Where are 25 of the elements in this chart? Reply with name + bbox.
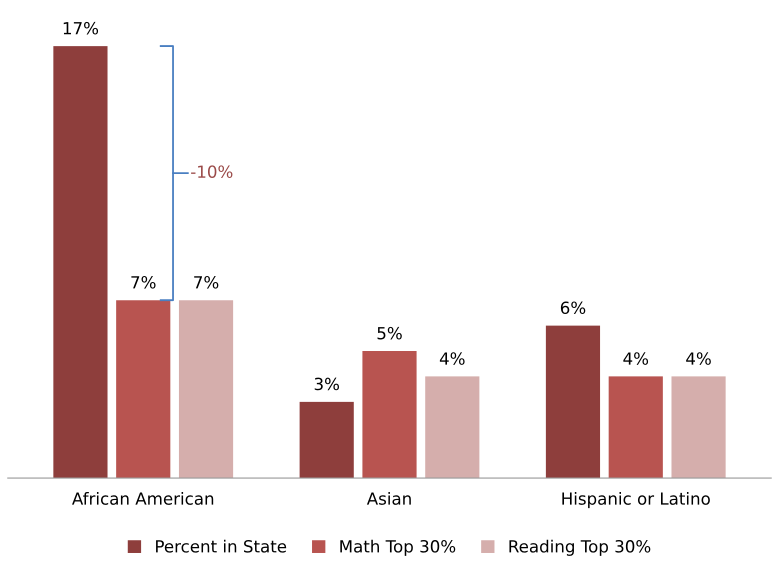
data-label: 17% bbox=[64, 22, 98, 35]
bar bbox=[300, 402, 354, 478]
data-label: 7% bbox=[131, 276, 156, 289]
legend-label: Reading Top 30% bbox=[509, 540, 650, 556]
data-label: 5% bbox=[378, 326, 402, 340]
annotation: -10% bbox=[191, 165, 232, 178]
legend-label: Math Top 30% bbox=[340, 540, 456, 556]
bar bbox=[546, 326, 600, 478]
data-label: 6% bbox=[560, 301, 586, 314]
bar bbox=[608, 376, 663, 478]
data-label: 4% bbox=[440, 352, 465, 365]
bar bbox=[425, 376, 480, 478]
bar bbox=[53, 46, 108, 478]
x-tick-label: African American bbox=[72, 492, 214, 505]
bar bbox=[178, 300, 234, 478]
data-label: 3% bbox=[314, 378, 340, 390]
x-tick-label: Asian bbox=[366, 492, 411, 505]
data-label: 7% bbox=[194, 276, 218, 289]
legend-label: Percent in State bbox=[156, 540, 286, 553]
data-label: 4% bbox=[623, 352, 648, 365]
bar bbox=[671, 376, 726, 478]
x-tick-label: Hispanic or Latino bbox=[562, 492, 710, 508]
bar bbox=[362, 351, 417, 478]
data-label: 4% bbox=[686, 352, 711, 365]
bar bbox=[116, 300, 170, 478]
